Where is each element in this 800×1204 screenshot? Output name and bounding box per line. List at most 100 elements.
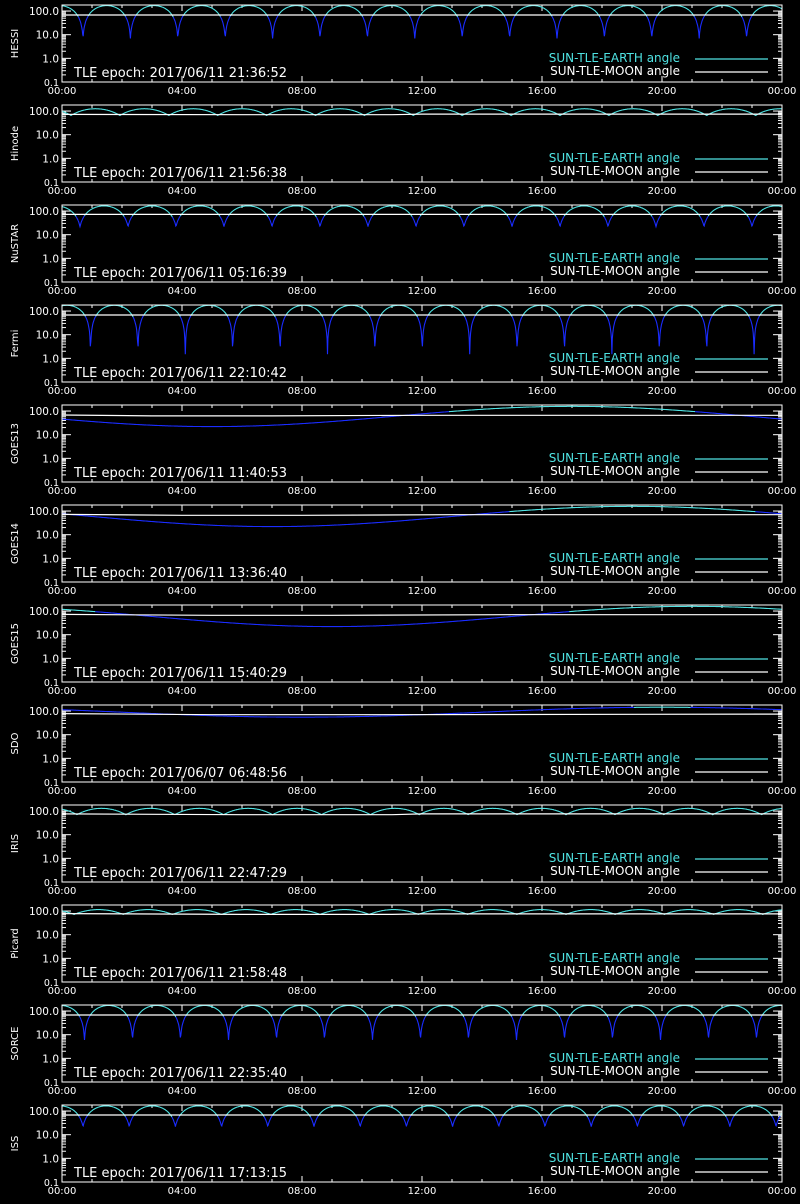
x-tick-label: 20:00 [648,1186,677,1197]
y-tick-label: 1.0 [42,253,59,265]
series-earth-angle-line [370,316,380,346]
series-earth-angle-line [569,606,782,611]
legend-label: SUN-TLE-EARTH angle [549,151,680,165]
series-earth-angle-line [62,512,509,527]
tle-epoch-label: TLE epoch: 2017/06/11 22:10:42 [73,366,287,381]
series-earth-angle-line [410,16,420,39]
y-tick-label: 100.0 [29,106,59,118]
series-earth-angle-line [420,206,460,217]
legend-label: SUN-TLE-MOON angle [550,364,680,378]
tle-epoch-label: TLE epoch: 2017/06/07 06:48:56 [73,766,287,781]
series-earth-angle-line [364,216,373,227]
series-earth-angle-line [126,16,136,39]
legend-label: SUN-TLE-EARTH angle [549,751,680,765]
series-earth-angle-line [694,16,704,39]
series-earth-angle-line [356,1116,364,1126]
x-tick-label: 00:00 [48,986,77,997]
series-earth-angle-line [78,16,88,36]
x-tick-label: 00:00 [768,1086,797,1097]
series-earth-angle-line [133,316,143,347]
legend-label: SUN-TLE-MOON angle [550,764,680,778]
y-tick-label: 100.0 [29,406,59,418]
x-tick-label: 00:00 [48,1186,77,1197]
x-tick-label: 00:00 [48,486,77,497]
series-earth-angle-line [224,1016,234,1040]
series-earth-angle-line [656,1016,666,1040]
x-tick-label: 16:00 [528,886,557,897]
x-tick-label: 08:00 [288,886,317,897]
series-earth-angle-line [464,1016,474,1038]
series-earth-angle-line [62,707,634,717]
series-earth-angle-line [310,1116,318,1127]
series-earth-angle-line [128,1016,138,1037]
series-earth-angle-line [368,1016,378,1040]
y-axis-label: Picard [10,928,21,959]
y-axis-label: GOES13 [10,423,21,464]
series-earth-angle-line [418,316,428,347]
series-earth-angle-line [268,16,278,39]
legend-label: SUN-TLE-MOON angle [550,164,680,178]
x-tick-label: 00:00 [48,886,77,897]
x-tick-label: 20:00 [648,986,677,997]
y-tick-label: 1.0 [42,53,59,65]
x-tick-label: 20:00 [648,186,677,197]
series-earth-angle-line [95,612,569,627]
x-tick-label: 00:00 [48,686,77,697]
x-tick-label: 00:00 [768,586,797,597]
y-tick-label: 10.0 [36,230,59,242]
x-tick-label: 16:00 [528,386,557,397]
x-tick-label: 04:00 [168,486,197,497]
y-tick-label: 100.0 [29,506,59,518]
x-tick-label: 16:00 [528,86,557,97]
y-tick-label: 10.0 [36,30,59,42]
legend-label: SUN-TLE-EARTH angle [549,251,680,265]
x-tick-label: 08:00 [288,586,317,597]
y-axis-label: GOES14 [10,523,21,564]
x-tick-label: 12:00 [408,986,437,997]
y-tick-label: 1.0 [42,353,59,365]
legend-label: SUN-TLE-EARTH angle [549,551,680,565]
legend-label: SUN-TLE-MOON angle [550,664,680,678]
x-tick-label: 04:00 [168,1186,197,1197]
y-axis-label: GOES15 [10,623,21,664]
series-earth-angle-line [708,206,748,217]
x-tick-label: 08:00 [288,686,317,697]
legend-label: SUN-TLE-EARTH angle [549,851,680,865]
series-earth-angle-line [752,1016,762,1038]
x-tick-label: 00:00 [768,286,797,297]
series-earth-angle-line [560,1016,570,1037]
series-earth-angle-line [126,1116,134,1126]
y-tick-label: 1.0 [42,753,59,765]
series-earth-angle-line [220,16,230,36]
tle-epoch-label: TLE epoch: 2017/06/11 17:13:15 [73,1166,287,1181]
x-tick-label: 00:00 [768,386,797,397]
x-tick-label: 20:00 [648,586,677,597]
series-earth-angle-line [172,1116,180,1127]
series-earth-angle-line [264,1116,272,1126]
series-earth-angle-line [702,316,712,347]
legend-label: SUN-TLE-MOON angle [550,464,680,478]
y-tick-label: 10.0 [36,630,59,642]
x-tick-label: 16:00 [528,286,557,297]
series-earth-angle-line [541,1116,549,1126]
series-earth-angle-line [85,316,95,346]
x-tick-label: 08:00 [288,386,317,397]
x-tick-label: 08:00 [288,286,317,297]
x-tick-label: 00:00 [768,686,797,697]
tle-epoch-label: TLE epoch: 2017/06/11 21:36:52 [73,66,287,81]
x-tick-label: 20:00 [648,886,677,897]
legend-label: SUN-TLE-MOON angle [550,864,680,878]
x-tick-label: 08:00 [288,1086,317,1097]
y-tick-label: 10.0 [36,1130,59,1142]
x-tick-label: 04:00 [168,1086,197,1097]
series-earth-angle-line [552,16,562,39]
y-tick-label: 10.0 [36,330,59,342]
series-earth-angle-line [172,216,180,226]
y-tick-label: 10.0 [36,130,59,142]
y-tick-label: 1.0 [42,453,59,465]
x-tick-label: 00:00 [768,986,797,997]
x-tick-label: 00:00 [48,86,77,97]
series-moon-angle-line [62,614,782,615]
